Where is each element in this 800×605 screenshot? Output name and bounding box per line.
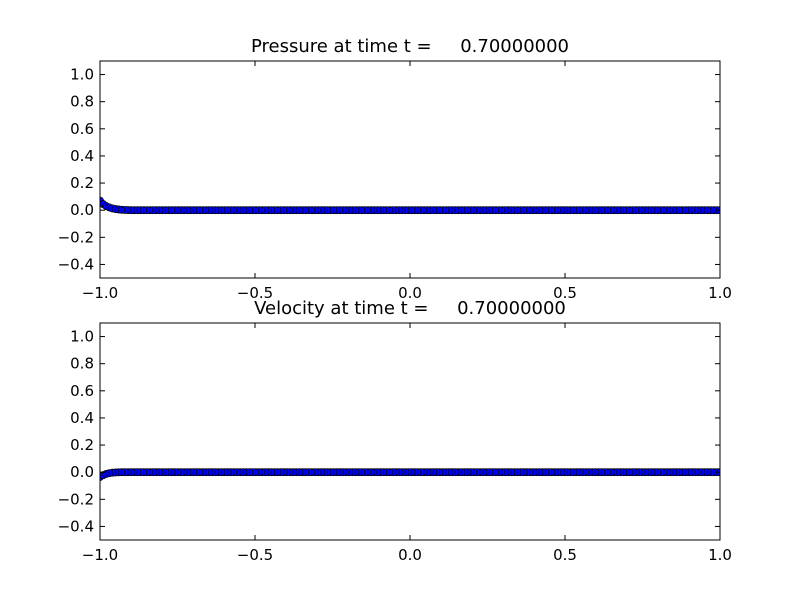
- velocity-y-tick-label: 0.8: [70, 355, 94, 373]
- velocity-x-tick-label: 0.5: [553, 546, 577, 564]
- pressure-y-tick-label: 1.0: [70, 66, 94, 84]
- velocity-y-tick-label: 0.0: [70, 463, 94, 481]
- pressure-y-tick-label: 0.8: [70, 93, 94, 111]
- pressure-y-tick-label: 0.2: [70, 174, 94, 192]
- pressure-y-tick-label: 0.6: [70, 120, 94, 138]
- velocity-y-tick-label: 0.6: [70, 382, 94, 400]
- velocity-chart-title: Velocity at time t = 0.70000000: [254, 298, 566, 319]
- velocity-chart: Velocity at time t = 0.70000000 −1.0 −0.5…: [58, 298, 732, 564]
- velocity-x-tick-label: −0.5: [237, 546, 273, 564]
- pressure-axes-frame: [99, 60, 721, 279]
- velocity-points: [100, 468, 720, 481]
- velocity-x-tick-label: 1.0: [708, 546, 732, 564]
- pressure-chart: Pressure at time t = 0.70000000 −1.0 −0.5…: [58, 36, 732, 302]
- pressure-y-tick-label: −0.2: [58, 228, 94, 246]
- pressure-x-tick-label: 0.0: [398, 284, 422, 302]
- pressure-x-tick-label: 0.5: [553, 284, 577, 302]
- velocity-y-tick-label: −0.4: [58, 517, 94, 535]
- pressure-points: [100, 196, 720, 215]
- velocity-axes-frame: [99, 322, 721, 541]
- velocity-x-tick-label: −1.0: [82, 546, 118, 564]
- pressure-y-tick-label: −0.4: [58, 255, 94, 273]
- pressure-x-tick-label: −1.0: [82, 284, 118, 302]
- velocity-x-tick-label: 0.0: [398, 546, 422, 564]
- velocity-y-tick-label: 0.2: [70, 436, 94, 454]
- pressure-y-tick-label: 0.4: [70, 147, 94, 165]
- pressure-x-tick-label: 1.0: [708, 284, 732, 302]
- velocity-y-tick-label: −0.2: [58, 490, 94, 508]
- velocity-y-tick-label: 0.4: [70, 409, 94, 427]
- pressure-y-tick-label: 0.0: [70, 201, 94, 219]
- pressure-x-tick-label: −0.5: [237, 284, 273, 302]
- velocity-y-tick-label: 1.0: [70, 328, 94, 346]
- pressure-chart-title: Pressure at time t = 0.70000000: [251, 36, 569, 57]
